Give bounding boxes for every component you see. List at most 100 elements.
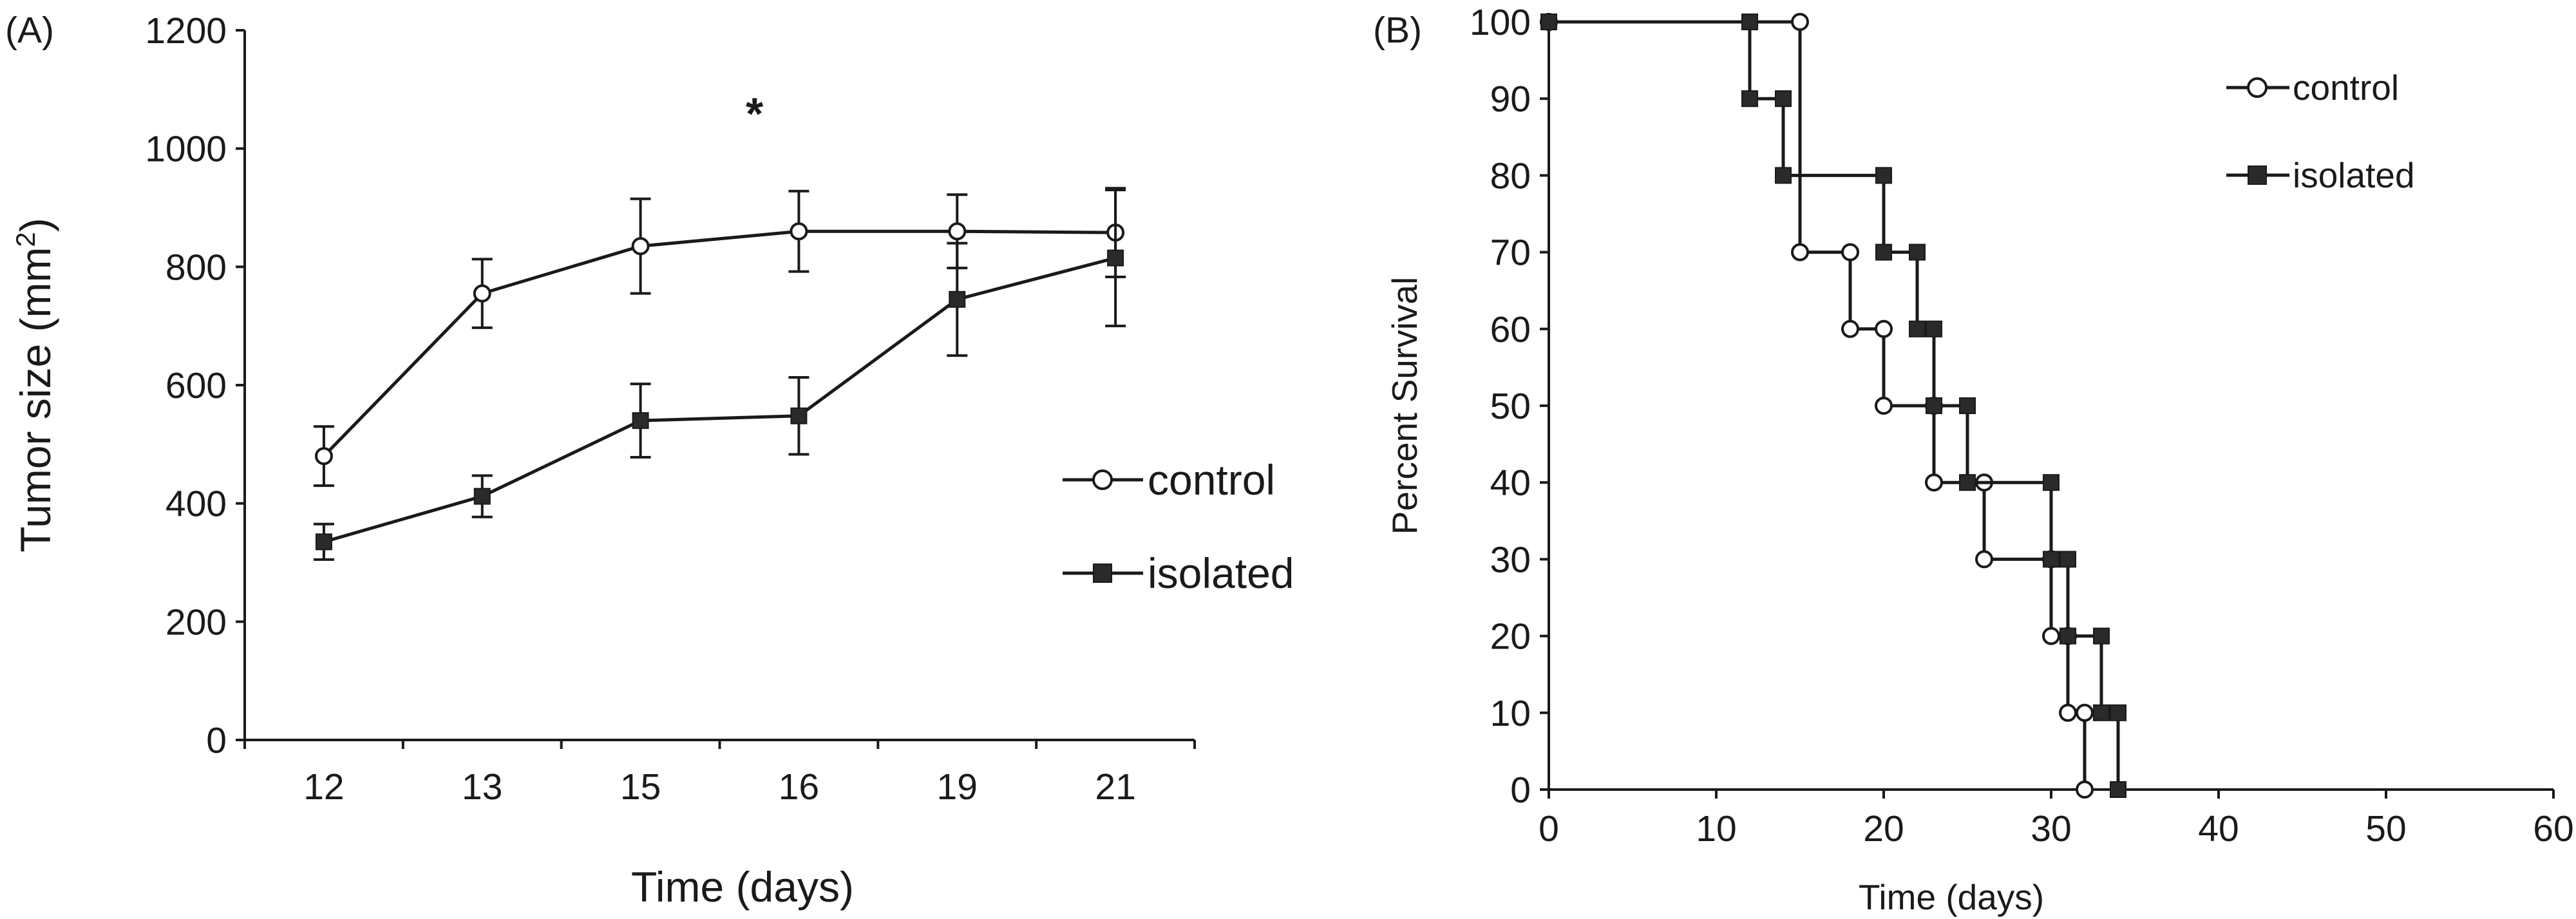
- y-tick-label: 90: [1490, 79, 1531, 120]
- panel-b-survival-chart: (B) 0 10 20 30 40 50 60 70 80 90 100 0 10 20 30 40 50 60…: [1373, 2, 2574, 917]
- y-tick-label: 60: [1490, 309, 1531, 350]
- panel-a-x-ticks: 12 13 15 16 19 21: [243, 740, 1196, 808]
- survival-step-isolated: [1549, 20, 2120, 790]
- panel-b-x-ticks: 0 10 20 30 40 50 60: [1539, 790, 2574, 849]
- y-tick-label: 1000: [145, 129, 227, 170]
- y-tick-label: 80: [1490, 155, 1531, 196]
- x-tick-label: 20: [1863, 808, 1904, 849]
- data-point-isolated: [2043, 551, 2060, 568]
- data-point-isolated: [1959, 474, 1976, 491]
- data-point-control: [2042, 627, 2060, 645]
- x-tick-label: 40: [2198, 808, 2239, 849]
- legend-item-isolated: isolated: [2226, 155, 2415, 195]
- censor-point-isolated: [1741, 14, 1758, 30]
- y-tick-label: 40: [1490, 462, 1531, 504]
- legend-item-control: control: [2226, 68, 2399, 108]
- censor-point-isolated: [1775, 90, 1792, 108]
- y-tick-label: 30: [1490, 539, 1531, 580]
- legend-marker-control: [1092, 469, 1113, 490]
- legend-label: control: [1148, 456, 1275, 504]
- data-point-control: [1875, 397, 1893, 415]
- panel-a-y-axis-label: Tumor size (mm2): [10, 218, 59, 553]
- series-control: [1540, 13, 2094, 799]
- legend-label: isolated: [1148, 549, 1294, 597]
- x-tick-label: 60: [2533, 808, 2573, 849]
- data-point-isolated: [1741, 90, 1758, 108]
- censor-point-isolated: [1926, 320, 1942, 337]
- panel-b-x-axis-label: Time (days): [1859, 877, 2044, 917]
- data-point-isolated: [1926, 397, 1942, 414]
- censor-point-control: [1875, 319, 1893, 338]
- censor-point-isolated: [1909, 243, 1926, 261]
- y-tick-label: 100: [1470, 2, 1531, 43]
- data-point-control: [1925, 473, 1943, 492]
- panel-a-series: [313, 187, 1126, 561]
- legend-label: isolated: [2293, 155, 2415, 195]
- significance-asterisk: *: [746, 88, 764, 138]
- legend-marker-control: [2247, 77, 2268, 98]
- survival-step-control: [1549, 20, 2087, 790]
- legend-item-control: control: [1063, 456, 1275, 504]
- data-point-isolated: [2093, 704, 2110, 721]
- y-tick-label: 0: [206, 720, 227, 761]
- data-point-isolated: [315, 533, 332, 551]
- legend-item-isolated: isolated: [1063, 549, 1294, 597]
- data-point-isolated: [1909, 320, 1926, 337]
- x-tick-label: 30: [2031, 808, 2071, 849]
- data-point-isolated: [949, 290, 966, 308]
- data-point-isolated: [790, 407, 808, 424]
- data-point-control: [1791, 243, 1809, 261]
- legend-marker-isolated: [2248, 166, 2267, 185]
- data-point-control: [1975, 550, 1993, 569]
- x-tick-label: 19: [937, 766, 978, 808]
- data-point-isolated: [473, 488, 491, 505]
- censor-point-control: [1791, 13, 1809, 31]
- data-point-control: [2059, 703, 2077, 722]
- panel-a-y-ticks: 0 200 400 600 800 1000 1200: [145, 10, 245, 761]
- censor-point-control: [2076, 703, 2094, 722]
- series-line-control: [323, 229, 1116, 457]
- data-point-control: [948, 222, 967, 241]
- data-point-control: [631, 237, 650, 256]
- data-point-control: [314, 447, 333, 466]
- data-point-isolated: [2060, 627, 2076, 645]
- y-tick-label: 400: [166, 484, 227, 525]
- censor-point-isolated: [2093, 627, 2110, 645]
- panel-a-x-axis-label: Time (days): [631, 863, 854, 911]
- panel-b-label: (B): [1373, 10, 1422, 51]
- legend-marker-isolated: [1093, 564, 1112, 583]
- data-point-isolated: [1540, 14, 1557, 30]
- censor-point-control: [1841, 243, 1859, 261]
- y-tick-label: 600: [166, 365, 227, 406]
- y-tick-label: 0: [1510, 770, 1531, 811]
- censor-point-isolated: [2110, 704, 2126, 721]
- x-tick-label: 21: [1095, 766, 1135, 808]
- y-tick-label: 20: [1490, 616, 1531, 658]
- data-point-isolated: [1875, 243, 1892, 261]
- x-tick-label: 16: [779, 766, 819, 808]
- panel-b-legend: control isolated: [2226, 68, 2415, 195]
- data-point-isolated: [1775, 167, 1792, 184]
- series-isolated: [1540, 14, 2126, 798]
- data-point-isolated: [1107, 249, 1124, 267]
- series-isolated: [313, 188, 1126, 561]
- panel-a-legend: control isolated: [1063, 456, 1294, 597]
- x-tick-label: 50: [2365, 808, 2406, 849]
- censor-point-isolated: [2043, 474, 2060, 491]
- data-point-control: [2076, 781, 2094, 799]
- x-tick-label: 15: [620, 766, 661, 808]
- x-tick-label: 13: [462, 766, 502, 808]
- panel-a-label: (A): [5, 10, 54, 51]
- data-point-control: [1841, 319, 1859, 338]
- data-point-isolated: [2110, 781, 2126, 798]
- y-tick-label: 1200: [145, 10, 227, 52]
- y-tick-label: 10: [1490, 693, 1531, 734]
- censor-point-isolated: [1875, 167, 1892, 184]
- y-tick-label: 50: [1490, 386, 1531, 427]
- panel-a-tumor-size-chart: (A) 0 200 400 600 800 1000 1200 12 13 15 16 19 21 T…: [5, 10, 1294, 911]
- x-tick-label: 0: [1539, 808, 1559, 849]
- series-line-isolated: [323, 256, 1116, 544]
- censor-point-isolated: [1959, 397, 1976, 414]
- y-tick-label: 800: [166, 247, 227, 288]
